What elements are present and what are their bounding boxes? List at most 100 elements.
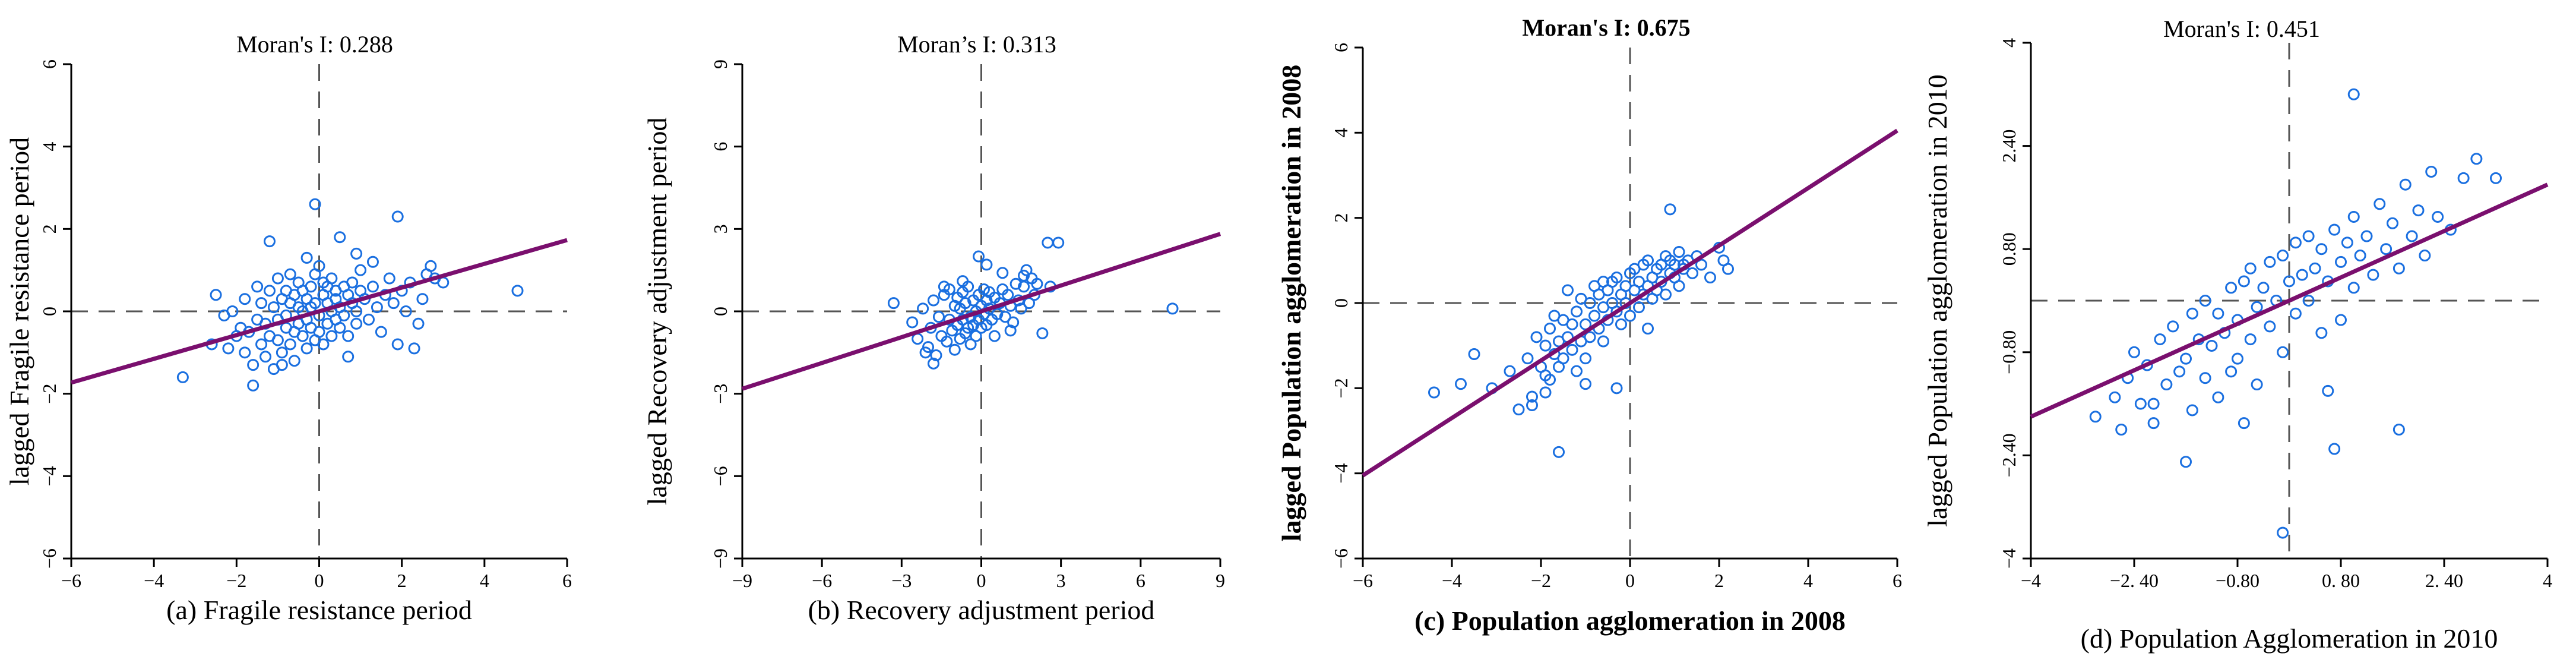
- y-tick-label: −2: [39, 384, 60, 404]
- panel-a: −6 −4 −2 0 2 4 6 −6 −4 −2 0 2 4 6 Moran's I: 0.288 (a) …: [0, 0, 594, 672]
- data-point: [2277, 526, 2289, 539]
- data-point: [350, 247, 363, 260]
- data-point: [1571, 365, 1583, 377]
- data-point: [1695, 258, 1707, 271]
- data-point: [1610, 305, 1623, 318]
- y-tick-label: −2: [1330, 378, 1352, 398]
- data-point: [2328, 223, 2341, 236]
- data-point: [2296, 269, 2308, 281]
- x-axis-title: (d) Population Agglomeration in 2010: [2081, 623, 2498, 654]
- data-point: [1571, 305, 1583, 318]
- data-point: [928, 294, 939, 307]
- data-point: [1557, 352, 1569, 365]
- data-point: [366, 280, 379, 293]
- data-point: [1642, 323, 1654, 335]
- data-point: [264, 285, 276, 297]
- data-point: [1004, 324, 1017, 337]
- data-point: [2264, 320, 2276, 333]
- data-point: [1166, 302, 1179, 315]
- y-tick-label: 0: [1330, 298, 1352, 308]
- data-point: [2328, 443, 2341, 455]
- data-point: [350, 305, 363, 317]
- regression-line: [2030, 182, 2549, 419]
- data-point: [2167, 320, 2179, 333]
- x-tick-label: −3: [891, 570, 912, 591]
- data-point: [988, 330, 1001, 342]
- x-tick-label: 0. 80: [2322, 570, 2360, 591]
- data-point: [2387, 217, 2398, 229]
- data-point: [1002, 289, 1014, 301]
- data-point: [2109, 391, 2121, 403]
- data-point: [1722, 263, 1734, 275]
- x-axis-title: (c) Population agglomeration in 2008: [1414, 605, 1846, 636]
- data-point: [1512, 403, 1525, 416]
- data-point: [437, 276, 450, 289]
- data-point: [2186, 404, 2198, 417]
- x-tick-label: −2. 40: [2110, 570, 2159, 591]
- scatter-chart-b: −9 −6 −3 0 3 6 9 −9 −6 −3 0 3 6 9 Moran’s I: 0.313 (b) …: [642, 31, 1225, 625]
- data-point: [959, 327, 971, 339]
- data-point: [309, 297, 321, 310]
- data-point: [1018, 269, 1030, 282]
- scatter-chart-c: −6 −4 −2 0 2 4 6 −6 −4 −2 0 2 4 6 Moran's I: 0.675 (c) …: [1276, 14, 1902, 636]
- data-point: [1584, 331, 1596, 343]
- y-tick-label: −2.40: [1998, 433, 2020, 477]
- scatter-chart-a: −6 −4 −2 0 2 4 6 −6 −4 −2 0 2 4 6 Moran's I: 0.288 (a) …: [4, 31, 572, 625]
- data-point: [400, 305, 412, 317]
- data-point: [2160, 378, 2173, 391]
- data-point: [1597, 335, 1609, 348]
- data-point: [276, 346, 288, 359]
- y-tick-label: 4: [39, 142, 60, 152]
- data-point: [1566, 318, 1578, 330]
- x-tick-label: 2: [397, 570, 407, 591]
- data-point: [2432, 210, 2444, 223]
- data-point: [1526, 399, 1538, 411]
- data-point: [2322, 384, 2334, 397]
- data-point: [342, 330, 355, 342]
- x-tick-label: 6: [1136, 570, 1145, 591]
- data-point: [264, 235, 276, 248]
- x-tick-label: 0: [977, 570, 986, 591]
- data-point: [1539, 339, 1552, 352]
- data-point: [2212, 307, 2224, 320]
- data-point: [210, 289, 222, 301]
- data-point: [928, 357, 939, 370]
- x-tick-label: −2: [226, 570, 246, 591]
- chart-title: Moran's I: 0.675: [1522, 14, 1690, 41]
- data-point: [1673, 280, 1685, 292]
- data-point: [325, 272, 338, 285]
- data-point: [1007, 316, 1020, 329]
- data-point: [1580, 352, 1591, 365]
- y-tick-label: −4: [1330, 463, 1352, 484]
- data-point: [1610, 272, 1623, 283]
- y-tick-label: −6: [710, 466, 731, 486]
- data-point: [932, 311, 945, 323]
- data-point: [948, 343, 961, 356]
- data-point: [2425, 166, 2438, 178]
- y-tick-label: −9: [710, 548, 731, 569]
- y-tick-label: 4: [1998, 38, 2020, 48]
- data-point: [999, 311, 1011, 323]
- data-point: [930, 349, 942, 361]
- data-point: [2347, 88, 2360, 100]
- data-point: [1562, 284, 1574, 296]
- data-point: [2490, 172, 2502, 184]
- chart-title: Moran’s I: 0.313: [897, 31, 1056, 58]
- data-point: [1521, 352, 1534, 365]
- data-point: [2199, 295, 2211, 307]
- data-point: [980, 294, 993, 307]
- data-point: [239, 346, 251, 359]
- y-tick-label: 6: [1330, 43, 1352, 52]
- data-point: [2302, 230, 2315, 242]
- data-point: [1455, 378, 1467, 390]
- data-point: [2199, 372, 2211, 384]
- data-point: [1042, 236, 1054, 249]
- data-point: [2374, 198, 2386, 210]
- data-point: [284, 338, 296, 351]
- data-point: [251, 280, 264, 293]
- data-point: [2089, 411, 2102, 423]
- data-point: [1015, 302, 1027, 315]
- data-point: [2173, 365, 2186, 378]
- data-point: [2315, 327, 2328, 339]
- data-point: [2212, 391, 2224, 403]
